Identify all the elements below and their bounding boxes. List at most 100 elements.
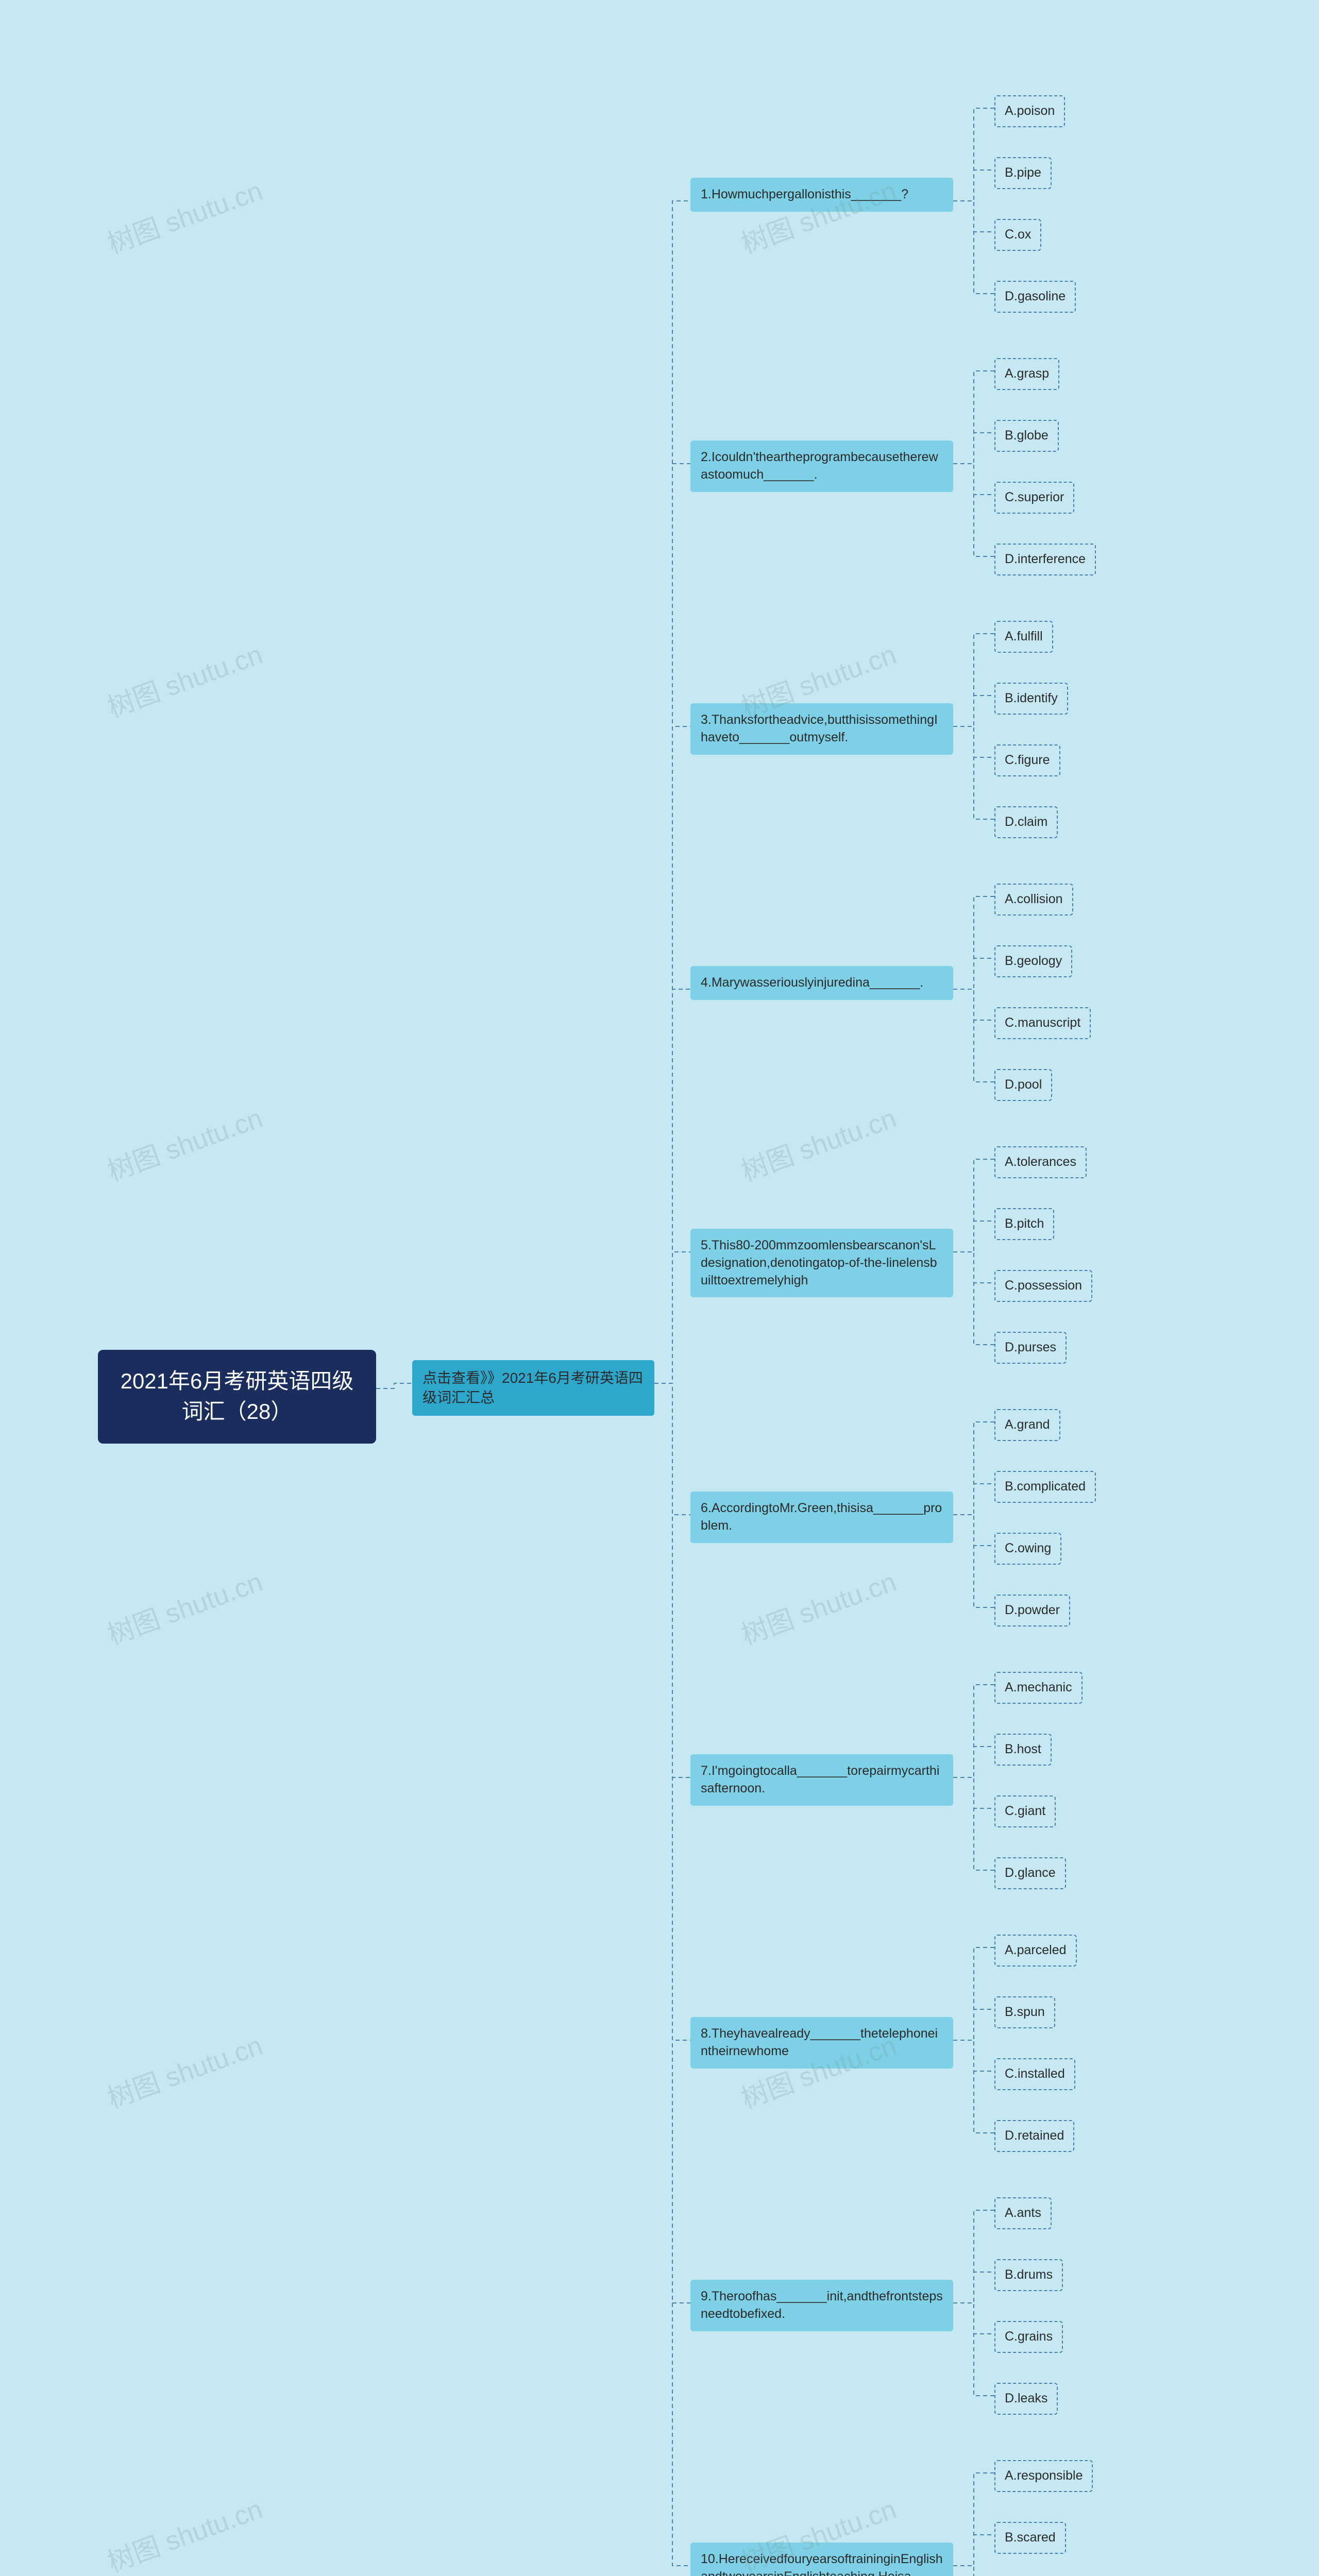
option-text: B.drums [1005, 2267, 1053, 2282]
question-node: 5.This80-200mmzoomlensbearscanon'sLdesig… [690, 1229, 953, 1297]
summary-node[interactable]: 点击查看》》2021年6月考研英语四级词汇汇总 [412, 1360, 654, 1416]
summary-label: 点击查看》》2021年6月考研英语四级词汇汇总 [422, 1370, 643, 1405]
option-text: D.pool [1005, 1077, 1042, 1092]
option-node: B.complicated [994, 1471, 1096, 1503]
question-node: 6.AccordingtoMr.Green,thisisa_______prob… [690, 1492, 953, 1543]
option-text: A.mechanic [1005, 1680, 1072, 1694]
question-node: 9.Theroofhas_______init,andthefrontsteps… [690, 2280, 953, 2331]
option-node: C.manuscript [994, 1007, 1091, 1039]
option-text: A.grasp [1005, 366, 1049, 381]
option-node: D.pool [994, 1069, 1052, 1101]
option-node: D.powder [994, 1595, 1070, 1626]
question-text: 2.Icouldn'theartheprogrambecausetherewas… [701, 450, 938, 482]
question-text: 8.Theyhavealready_______thetelephoneinth… [701, 2026, 938, 2058]
option-text: B.pitch [1005, 1216, 1044, 1231]
watermark: 树图 shutu.cn [102, 2024, 267, 2115]
option-node: C.giant [994, 1795, 1056, 1827]
question-node: 7.I'mgoingtocalla_______torepairmycarthi… [690, 1754, 953, 1806]
option-node: D.gasoline [994, 281, 1076, 313]
option-node: D.glance [994, 1857, 1066, 1889]
option-node: B.pipe [994, 157, 1052, 189]
question-node: 8.Theyhavealready_______thetelephoneinth… [690, 2017, 953, 2069]
option-node: A.parceled [994, 1935, 1077, 1967]
watermark: 树图 shutu.cn [735, 1560, 901, 1652]
option-text: D.leaks [1005, 2391, 1047, 2405]
question-text: 10.HereceivedfouryearsoftraininginEnglis… [701, 2552, 943, 2576]
question-text: 5.This80-200mmzoomlensbearscanon'sLdesig… [701, 1238, 937, 1287]
option-node: B.identify [994, 683, 1068, 715]
option-text: A.responsible [1005, 2468, 1083, 2483]
option-node: B.host [994, 1734, 1052, 1766]
option-node: C.superior [994, 482, 1074, 514]
question-text: 7.I'mgoingtocalla_______torepairmycarthi… [701, 1764, 939, 1795]
option-text: B.complicated [1005, 1479, 1086, 1494]
option-text: B.geology [1005, 954, 1062, 968]
option-node: B.geology [994, 945, 1072, 977]
option-node: D.retained [994, 2120, 1074, 2152]
option-text: C.giant [1005, 1804, 1045, 1818]
watermark: 树图 shutu.cn [102, 2487, 267, 2576]
option-text: A.tolerances [1005, 1155, 1076, 1169]
option-text: D.gasoline [1005, 289, 1066, 303]
option-node: D.claim [994, 806, 1058, 838]
root-label: 2021年6月考研英语四级词汇（28） [121, 1369, 354, 1423]
watermark: 树图 shutu.cn [735, 1096, 901, 1188]
option-text: B.scared [1005, 2530, 1056, 2545]
question-text: 1.Howmuchpergallonisthis_______? [701, 187, 908, 201]
option-text: C.manuscript [1005, 1015, 1080, 1030]
root-node: 2021年6月考研英语四级词汇（28） [98, 1350, 376, 1444]
option-text: D.interference [1005, 552, 1086, 566]
option-text: C.figure [1005, 753, 1050, 767]
option-node: C.owing [994, 1533, 1061, 1565]
option-text: A.grand [1005, 1417, 1050, 1432]
question-node: 4.Marywasseriouslyinjuredina_______. [690, 966, 953, 1000]
option-text: D.retained [1005, 2128, 1064, 2143]
option-node: B.spun [994, 1996, 1055, 2028]
option-text: D.glance [1005, 1866, 1056, 1880]
question-node: 2.Icouldn'theartheprogrambecausetherewas… [690, 440, 953, 492]
watermark: 树图 shutu.cn [102, 1096, 267, 1188]
option-node: B.globe [994, 420, 1059, 452]
option-node: C.installed [994, 2058, 1075, 2090]
option-text: C.ox [1005, 227, 1031, 242]
question-text: 4.Marywasseriouslyinjuredina_______. [701, 975, 923, 990]
connector-layer [0, 0, 1319, 2576]
option-node: A.grasp [994, 358, 1059, 390]
watermark: 树图 shutu.cn [102, 169, 267, 261]
option-node: B.scared [994, 2522, 1066, 2554]
option-text: B.identify [1005, 691, 1058, 705]
option-text: C.installed [1005, 2066, 1065, 2081]
option-text: C.owing [1005, 1541, 1051, 1555]
question-text: 6.AccordingtoMr.Green,thisisa_______prob… [701, 1501, 942, 1533]
option-text: A.ants [1005, 2206, 1041, 2220]
option-text: D.purses [1005, 1340, 1056, 1354]
option-text: B.pipe [1005, 165, 1041, 180]
watermark: 树图 shutu.cn [102, 1560, 267, 1652]
option-node: A.tolerances [994, 1146, 1087, 1178]
option-node: C.figure [994, 744, 1060, 776]
option-node: A.fulfill [994, 621, 1053, 653]
option-text: B.globe [1005, 428, 1049, 443]
option-text: D.powder [1005, 1603, 1060, 1617]
option-node: C.grains [994, 2321, 1063, 2353]
question-text: 3.Thanksfortheadvice,butthisissomethingI… [701, 713, 938, 744]
watermark: 树图 shutu.cn [102, 633, 267, 724]
option-node: A.mechanic [994, 1672, 1083, 1704]
option-node: A.poison [994, 95, 1065, 127]
question-node: 1.Howmuchpergallonisthis_______? [690, 178, 953, 212]
option-node: A.grand [994, 1409, 1060, 1441]
option-node: C.ox [994, 219, 1041, 251]
question-node: 10.HereceivedfouryearsoftraininginEnglis… [690, 2543, 953, 2576]
question-node: 3.Thanksfortheadvice,butthisissomethingI… [690, 703, 953, 755]
option-text: A.poison [1005, 104, 1055, 118]
option-text: A.fulfill [1005, 629, 1043, 643]
option-node: D.interference [994, 544, 1096, 575]
option-node: C.possession [994, 1270, 1092, 1302]
option-text: B.host [1005, 1742, 1041, 1756]
option-node: A.ants [994, 2197, 1052, 2229]
option-node: A.responsible [994, 2460, 1093, 2492]
option-node: D.leaks [994, 2383, 1058, 2415]
question-text: 9.Theroofhas_______init,andthefrontsteps… [701, 2289, 943, 2321]
option-node: B.pitch [994, 1208, 1054, 1240]
option-text: C.superior [1005, 490, 1064, 504]
